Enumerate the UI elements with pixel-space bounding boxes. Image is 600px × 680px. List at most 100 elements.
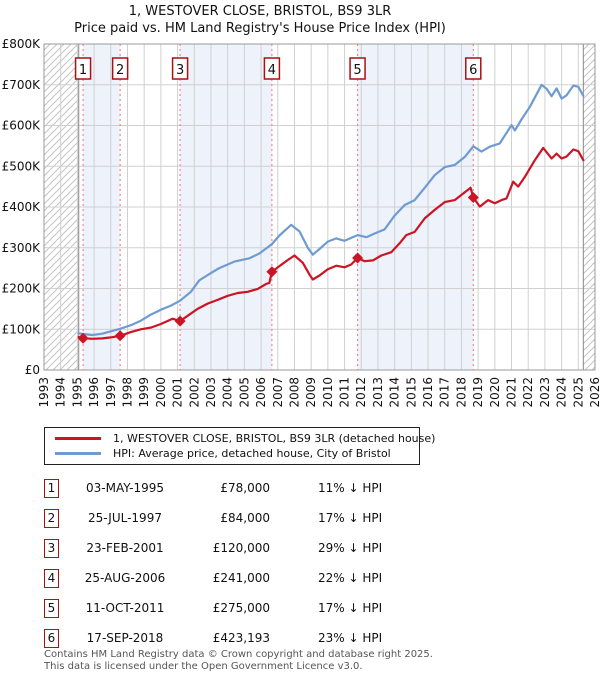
transaction-row: 5 11-OCT-2011 £275,000 17% ↓ HPI bbox=[44, 593, 389, 623]
x-axis-tick-label: 2009 bbox=[304, 377, 318, 408]
transaction-row: 1 03-MAY-1995 £78,000 11% ↓ HPI bbox=[44, 473, 389, 503]
y-axis-tick-label: £800K bbox=[2, 38, 42, 51]
x-axis-tick-label: 1996 bbox=[87, 377, 101, 408]
sale-marker-diamond bbox=[352, 252, 364, 264]
x-axis-tick-label: 2024 bbox=[555, 377, 569, 408]
x-axis-tick-label: 1997 bbox=[104, 377, 118, 408]
x-axis-tick-label: 2003 bbox=[204, 377, 218, 408]
sale-marker-diamond bbox=[266, 266, 278, 278]
sale-number-label: 3 bbox=[176, 63, 184, 78]
x-axis-tick-label: 2006 bbox=[254, 377, 268, 408]
transaction-price: £78,000 bbox=[220, 481, 270, 495]
transaction-vs-hpi: 23% ↓ HPI bbox=[318, 631, 383, 645]
y-axis-tick-label: £500K bbox=[2, 159, 42, 173]
footer-line-2: This data is licensed under the Open Gov… bbox=[44, 660, 363, 672]
sale-number-box bbox=[171, 57, 189, 80]
transaction-price: £120,000 bbox=[212, 541, 270, 555]
sale-marker-diamond bbox=[114, 330, 126, 342]
x-axis-tick-label: 2012 bbox=[354, 377, 368, 408]
transaction-row: 3 23-FEB-2001 £120,000 29% ↓ HPI bbox=[44, 533, 389, 563]
sale-number-label: 1 bbox=[79, 63, 87, 78]
page-title: 1, WESTOVER CLOSE, BRISTOL, BS9 3LR bbox=[128, 4, 392, 19]
price-paid-line bbox=[77, 146, 585, 340]
price-history-chart: 1 2 3 4 5 6 £0 £100K £200K £300K £400K £500K £600K £7… bbox=[2, 38, 600, 408]
sale-number-box bbox=[349, 57, 366, 80]
x-axis-tick-label: 2019 bbox=[471, 377, 485, 408]
transaction-row: 4 25-AUG-2006 £241,000 22% ↓ HPI bbox=[44, 563, 389, 593]
transaction-number: 4 bbox=[44, 568, 59, 588]
x-axis-tick-label: 2002 bbox=[187, 377, 201, 408]
transaction-vs-hpi: 22% ↓ HPI bbox=[318, 571, 383, 585]
sale-number-label: 5 bbox=[353, 63, 361, 78]
sale-marker-diamond bbox=[77, 332, 89, 344]
x-axis-tick-label: 2005 bbox=[237, 377, 251, 408]
transaction-price: £84,000 bbox=[220, 511, 270, 525]
sale-number-label: 2 bbox=[116, 63, 124, 78]
chart-header: 1, WESTOVER CLOSE, BRISTOL, BS9 3LR Pric… bbox=[0, 3, 520, 37]
x-axis-tick-label: 2013 bbox=[371, 377, 385, 408]
x-axis-tick-label: 2010 bbox=[321, 377, 335, 408]
transaction-vs-hpi: 17% ↓ HPI bbox=[318, 601, 383, 615]
x-axis-tick-label: 1999 bbox=[137, 377, 151, 408]
transaction-number: 3 bbox=[44, 538, 59, 558]
transaction-row: 2 25-JUL-1997 £84,000 17% ↓ HPI bbox=[44, 503, 389, 533]
sale-number-label: 4 bbox=[268, 63, 276, 78]
x-axis-tick-label: 2020 bbox=[488, 377, 502, 408]
plot-border bbox=[43, 43, 596, 371]
transaction-vs-hpi: 29% ↓ HPI bbox=[318, 541, 383, 555]
x-axis-tick-label: 2007 bbox=[271, 377, 285, 408]
x-axis-tick-label: 2018 bbox=[454, 377, 468, 408]
transaction-date: 03-MAY-1995 bbox=[85, 481, 164, 495]
x-axis-tick-label: 1994 bbox=[54, 377, 68, 408]
y-axis-tick-label: £100K bbox=[2, 322, 42, 336]
sale-marker-diamond bbox=[467, 192, 479, 204]
transaction-number: 2 bbox=[44, 508, 59, 528]
x-axis-tick-label: 2026 bbox=[588, 377, 600, 408]
x-axis-tick-label: 2015 bbox=[404, 377, 418, 408]
transaction-date: 25-JUL-1997 bbox=[88, 511, 162, 525]
sale-number-box bbox=[111, 57, 129, 80]
sale-number-label: 6 bbox=[469, 63, 477, 78]
x-axis-tick-label: 2025 bbox=[571, 377, 585, 408]
x-axis-tick-label: 1995 bbox=[70, 377, 84, 408]
transaction-number: 6 bbox=[44, 628, 59, 648]
price-line-swatch bbox=[55, 437, 101, 440]
sale-number-box bbox=[465, 57, 482, 80]
legend-label: 1, WESTOVER CLOSE, BRISTOL, BS9 3LR (det… bbox=[113, 432, 436, 445]
x-axis-tick-label: 1998 bbox=[120, 377, 134, 408]
transaction-price: £275,000 bbox=[212, 601, 270, 615]
x-axis-tick-label: 2000 bbox=[154, 377, 168, 408]
transaction-row: 6 17-SEP-2018 £423,193 23% ↓ HPI bbox=[44, 623, 389, 653]
transaction-vs-hpi: 11% ↓ HPI bbox=[318, 481, 383, 495]
transaction-date: 25-AUG-2006 bbox=[84, 571, 166, 585]
sale-number-box bbox=[263, 57, 281, 80]
transaction-price: £241,000 bbox=[212, 571, 270, 585]
transaction-number: 1 bbox=[44, 478, 59, 498]
x-axis-tick-label: 2004 bbox=[221, 377, 235, 408]
transaction-date: 17-SEP-2018 bbox=[86, 631, 164, 645]
legend-item: HPI: Average price, detached house, City… bbox=[45, 446, 419, 461]
x-axis-tick-label: 2021 bbox=[505, 377, 519, 408]
hpi-line-swatch bbox=[55, 452, 101, 455]
chart-legend: 1, WESTOVER CLOSE, BRISTOL, BS9 3LR (det… bbox=[44, 427, 435, 465]
sale-number-box bbox=[74, 57, 92, 80]
x-axis-tick-label: 1993 bbox=[37, 377, 51, 408]
x-axis-tick-label: 2008 bbox=[287, 377, 301, 408]
x-axis-tick-label: 2016 bbox=[421, 377, 435, 408]
transaction-date: 23-FEB-2001 bbox=[86, 541, 164, 555]
page-subtitle: Price paid vs. HM Land Registry's House … bbox=[74, 21, 446, 36]
y-axis-tick-label: £200K bbox=[2, 282, 42, 296]
legend-label: HPI: Average price, detached house, City… bbox=[113, 447, 391, 460]
transaction-price: £423,193 bbox=[212, 631, 270, 645]
y-axis-tick-label: £300K bbox=[2, 241, 42, 255]
legend-item: 1, WESTOVER CLOSE, BRISTOL, BS9 3LR (det… bbox=[45, 431, 435, 446]
hpi-line bbox=[77, 83, 585, 337]
y-axis-tick-label: £700K bbox=[2, 78, 42, 92]
x-axis-tick-label: 2014 bbox=[388, 377, 402, 408]
license-footer: Contains HM Land Registry data © Crown c… bbox=[44, 649, 433, 672]
x-axis-tick-label: 2017 bbox=[438, 377, 452, 408]
x-axis-tick-label: 2001 bbox=[171, 377, 185, 408]
x-axis-tick-label: 2022 bbox=[521, 377, 535, 408]
y-axis-tick-label: £600K bbox=[2, 119, 42, 133]
